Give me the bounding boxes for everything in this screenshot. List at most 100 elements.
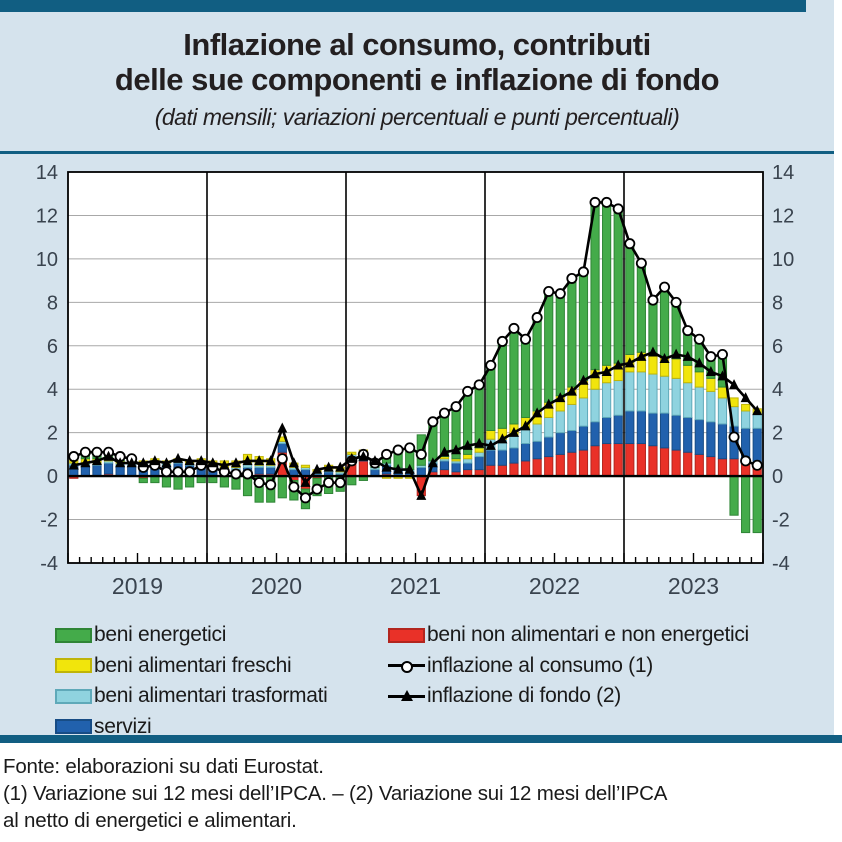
bar-segment [173,475,183,490]
year-label: 2023 [668,573,719,599]
circle-marker [462,385,474,397]
circle-marker [427,416,439,428]
circle-marker [566,272,578,284]
triangle-marker [578,374,589,385]
triangle-marker [427,457,438,468]
circle-marker [242,468,254,480]
circle-marker [682,325,694,337]
bar-segment [578,449,589,477]
triangle-marker [520,420,531,431]
bar-segment [266,466,276,475]
bar-segment [613,208,623,364]
bar-segment [567,403,577,431]
circle-marker [404,442,416,454]
triangle-marker [230,457,241,468]
bar-segment [520,443,531,462]
y-tick-label: 10 [36,249,58,271]
bar-segment [185,475,195,488]
bar-segment [648,412,658,447]
bar-segment [648,353,658,375]
bar-segment [555,453,565,477]
y-axis-labels-left: 14 12 10 8 6 4 2 0 -2 -4 [36,162,58,575]
y-tick-label: -2 [40,510,58,532]
triangle-marker [346,452,357,463]
y-tick-label: 12 [36,205,58,227]
circle-marker [415,448,427,460]
triangle-marker [705,366,716,377]
bar-segment [103,462,114,475]
bar-segment [486,364,496,431]
circle-marker [230,468,242,480]
triangle-marker [404,463,415,474]
bar-segment [161,475,172,488]
y-tick-label: 2 [772,423,783,445]
circle-marker [577,266,589,278]
circle-marker [740,455,752,467]
bar-segment [648,445,658,477]
legend-item-services: servizi [55,712,328,743]
triangle-marker [277,422,288,433]
bar-segment [602,416,612,445]
bar-segment [544,290,554,403]
bar-segment [752,427,762,464]
bar-segment [752,475,762,534]
legend-column-right: beni non alimentari e non energetici inf… [388,620,749,712]
triangle-marker [659,353,670,364]
nonfood-goods-swatch-icon [388,627,425,643]
legend-label: beni non alimentari e non energetici [427,623,749,647]
y-tick-label: 4 [47,379,58,401]
bar-segment [717,423,728,460]
legend-item-processed-food: beni alimentari trasformati [55,681,328,712]
bar-segment [567,451,577,477]
bar-segment [683,416,693,453]
triangle-marker [196,455,207,466]
bar-segment [555,432,565,455]
figure-title-line2: delle sue componenti e inflazione di fon… [114,62,720,97]
y-tick-label: 12 [772,205,794,227]
bar-segment [463,458,473,464]
year-label: 2019 [112,573,163,599]
bar-segment [138,477,148,484]
year-label: 2021 [390,573,441,599]
headline-inflation-line [68,196,763,504]
bar-segment [659,375,670,414]
bar-segment [659,412,670,449]
circle-marker [184,466,196,478]
bar-segment [578,397,589,427]
figure-top-rule [0,0,806,12]
y-tick-label: -4 [772,553,790,575]
bar-segment [671,358,681,379]
bar-segment [648,299,658,355]
bar-segment [92,464,102,477]
bar-segment [659,447,670,477]
bar-segment [706,421,716,458]
triangle-marker [416,489,427,500]
triangle-marker [729,379,740,390]
triangle-marker [80,457,91,468]
circle-marker [693,333,705,345]
bar-segment [219,475,229,488]
triangle-marker [543,398,554,409]
circle-marker [716,348,728,360]
bar-segment [544,456,554,477]
bar-segment [706,377,716,392]
y-tick-label: -2 [772,510,790,532]
bar-segment [625,443,635,477]
triangle-marker [242,455,253,466]
triangle-marker [126,457,137,468]
bar-segment [532,440,542,460]
bar-segment [706,390,716,423]
legend-item-headline-inflation: inflazione al consumo (1) [388,651,749,682]
figure-panel: Inflazione al consumo, contributi delle … [0,0,834,738]
triangle-marker [497,433,508,444]
y-tick-label: 0 [47,466,58,488]
triangle-marker [265,455,276,466]
triangle-marker [381,461,392,472]
triangle-marker [566,385,577,396]
bar-segment [741,475,751,534]
triangle-marker [740,392,751,403]
triangle-marker [369,455,380,466]
triangle-marker [115,457,126,468]
processed-food-swatch-icon [55,688,92,704]
